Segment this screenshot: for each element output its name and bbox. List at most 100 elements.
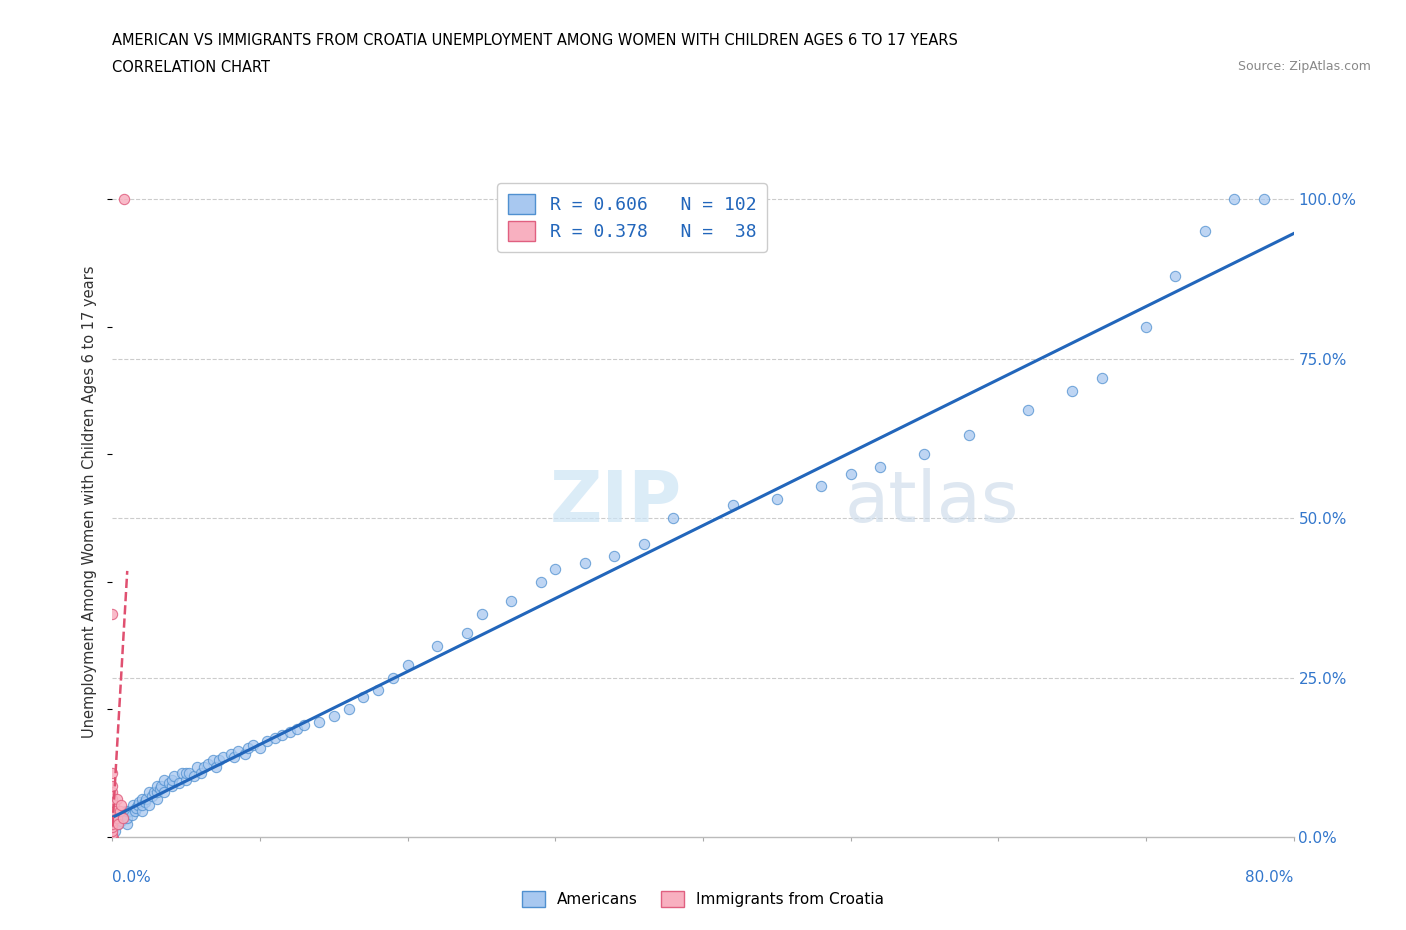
Point — [121, 807, 143, 822]
Point — [105, 791, 128, 806]
Point — [426, 638, 449, 653]
Point — [1164, 269, 1187, 284]
Point — [456, 626, 478, 641]
Point — [131, 798, 153, 813]
Point — [212, 750, 235, 764]
Point — [103, 798, 125, 813]
Point — [170, 765, 193, 780]
Point — [127, 798, 149, 813]
Point — [174, 772, 197, 787]
Point — [544, 562, 567, 577]
Point — [153, 772, 176, 787]
Point — [128, 794, 150, 809]
Y-axis label: Unemployment Among Women with Children Ages 6 to 17 years: Unemployment Among Women with Children A… — [82, 266, 97, 738]
Point — [174, 765, 197, 780]
Point — [107, 817, 129, 831]
Point — [108, 804, 131, 819]
Point — [101, 820, 124, 835]
Point — [914, 447, 936, 462]
Point — [233, 747, 256, 762]
Point — [108, 810, 131, 825]
Point — [721, 498, 744, 512]
Point — [256, 734, 278, 749]
Point — [292, 718, 315, 733]
Point — [146, 785, 169, 800]
Point — [323, 709, 346, 724]
Text: Source: ZipAtlas.com: Source: ZipAtlas.com — [1237, 60, 1371, 73]
Legend: R = 0.606   N = 102, R = 0.378   N =  38: R = 0.606 N = 102, R = 0.378 N = 38 — [498, 183, 768, 252]
Point — [101, 830, 124, 844]
Point — [264, 731, 287, 746]
Point — [205, 760, 228, 775]
Point — [117, 810, 138, 825]
Point — [101, 830, 124, 844]
Point — [201, 753, 224, 768]
Point — [112, 192, 135, 206]
Point — [112, 807, 135, 822]
Point — [367, 683, 389, 698]
Point — [125, 801, 148, 816]
Point — [101, 807, 124, 822]
Point — [633, 537, 655, 551]
Point — [101, 814, 124, 829]
Point — [101, 830, 124, 844]
Point — [111, 810, 134, 825]
Point — [157, 776, 180, 790]
Point — [529, 575, 551, 590]
Point — [101, 830, 124, 844]
Point — [105, 810, 128, 825]
Point — [810, 479, 832, 494]
Point — [101, 830, 124, 844]
Point — [226, 743, 249, 758]
Point — [869, 459, 891, 474]
Point — [146, 778, 169, 793]
Point — [120, 804, 142, 819]
Point — [101, 778, 124, 793]
Text: 80.0%: 80.0% — [1246, 870, 1294, 885]
Text: CORRELATION CHART: CORRELATION CHART — [112, 60, 270, 75]
Point — [101, 830, 124, 844]
Point — [101, 823, 124, 838]
Point — [101, 830, 124, 844]
Point — [141, 788, 163, 803]
Point — [382, 671, 405, 685]
Point — [501, 593, 523, 608]
Point — [167, 776, 190, 790]
Point — [163, 769, 186, 784]
Point — [957, 428, 980, 443]
Text: AMERICAN VS IMMIGRANTS FROM CROATIA UNEMPLOYMENT AMONG WOMEN WITH CHILDREN AGES : AMERICAN VS IMMIGRANTS FROM CROATIA UNEM… — [112, 33, 959, 47]
Point — [101, 804, 124, 819]
Point — [131, 804, 153, 819]
Point — [766, 492, 789, 507]
Point — [149, 782, 172, 797]
Text: 0.0%: 0.0% — [112, 870, 152, 885]
Point — [101, 817, 124, 831]
Point — [111, 810, 134, 825]
Point — [131, 791, 153, 806]
Point — [662, 511, 685, 525]
Point — [1135, 319, 1157, 334]
Point — [101, 606, 124, 621]
Point — [101, 810, 124, 825]
Point — [308, 715, 330, 730]
Text: ZIP: ZIP — [550, 468, 682, 537]
Point — [117, 817, 138, 831]
Point — [105, 817, 128, 831]
Point — [190, 765, 212, 780]
Point — [101, 765, 124, 780]
Point — [117, 804, 138, 819]
Point — [271, 727, 294, 742]
Point — [193, 760, 215, 775]
Point — [574, 555, 596, 570]
Point — [285, 721, 308, 736]
Point — [101, 830, 124, 844]
Point — [160, 772, 183, 787]
Point — [1017, 403, 1039, 418]
Text: atlas: atlas — [845, 468, 1019, 537]
Point — [122, 798, 145, 813]
Point — [124, 804, 146, 819]
Point — [101, 830, 124, 844]
Point — [238, 740, 260, 755]
Point — [101, 798, 124, 813]
Point — [603, 549, 626, 564]
